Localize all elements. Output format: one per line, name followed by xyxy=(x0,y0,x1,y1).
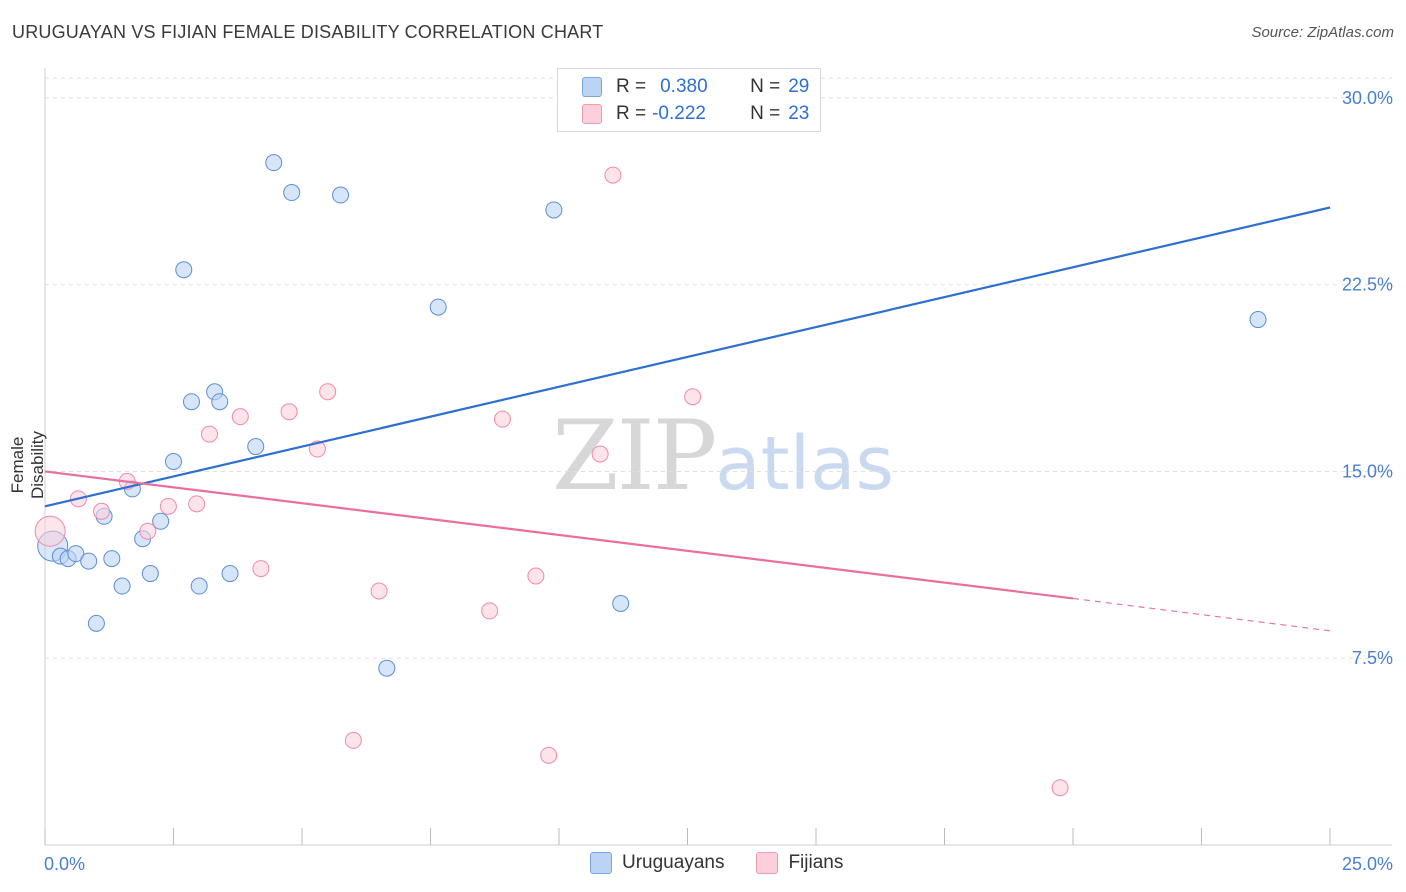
series-legend: Uruguayans Fijians xyxy=(590,852,875,874)
fijian-point xyxy=(527,567,545,585)
fijian-point xyxy=(684,388,702,406)
x-tick-label: 0.0% xyxy=(44,854,85,874)
legend-swatch-blue xyxy=(582,77,602,97)
uruguayan-point xyxy=(378,659,396,677)
legend-r-label: R = xyxy=(616,103,647,124)
legend-row-uruguayans: R = 0.380 N = 29 xyxy=(582,75,809,99)
legend-swatch-pink xyxy=(582,104,602,124)
fijian-point xyxy=(493,410,511,428)
fijian-point xyxy=(159,497,177,515)
legend-n-label: N = xyxy=(750,103,781,124)
legend-label-fijians: Fijians xyxy=(788,852,844,873)
legend-swatch-blue xyxy=(590,852,612,874)
fijian-point xyxy=(252,560,270,578)
source-label: Source: ZipAtlas.com xyxy=(1251,24,1394,41)
legend-n-value: 29 xyxy=(788,76,810,97)
correlation-legend: R = 0.380 N = 29 R = -0.222 N = 23 xyxy=(557,68,821,132)
uruguayan-point xyxy=(283,184,301,202)
uruguayan-point xyxy=(1249,311,1267,329)
uruguayan-trend-line xyxy=(44,206,1331,508)
uruguayan-point xyxy=(103,550,121,568)
uruguayan-point xyxy=(175,261,193,279)
legend-n-value: 23 xyxy=(788,103,810,124)
fijian-point xyxy=(34,515,66,547)
legend-label-uruguayans: Uruguayans xyxy=(622,852,725,873)
uruguayan-point xyxy=(221,565,239,583)
y-tick-label: 30.0% xyxy=(1342,88,1393,108)
fijian-point xyxy=(280,403,298,421)
fijian-point xyxy=(200,425,218,443)
legend-r-value: 0.380 xyxy=(660,76,708,97)
y-axis-label: Female Disability xyxy=(8,430,47,500)
watermark-zip: ZIP xyxy=(552,400,717,512)
legend-r-value: -0.222 xyxy=(652,103,706,124)
fijian-point xyxy=(591,445,609,463)
fijian-point xyxy=(231,408,249,426)
legend-r-label: R = xyxy=(616,76,647,97)
fijian-point xyxy=(308,440,326,458)
x-tick-label: 25.0% xyxy=(1342,854,1393,874)
uruguayan-point xyxy=(152,512,170,530)
uruguayan-point xyxy=(190,577,208,595)
uruguayan-point xyxy=(113,577,131,595)
legend-n-label: N = xyxy=(750,76,781,97)
y-tick-label: 22.5% xyxy=(1342,275,1393,295)
fijian-trend-extension xyxy=(1072,597,1331,632)
fijian-point xyxy=(481,602,499,620)
uruguayan-point xyxy=(141,565,159,583)
legend-swatch-pink xyxy=(756,852,779,874)
chart-title: URUGUAYAN VS FIJIAN FEMALE DISABILITY CO… xyxy=(12,22,604,42)
fijian-point xyxy=(604,166,622,184)
uruguayan-point xyxy=(80,552,98,570)
uruguayan-point xyxy=(67,545,85,563)
fijian-point xyxy=(139,522,157,540)
legend-item-fijians[interactable]: Fijians xyxy=(756,852,843,874)
watermark-atlas: atlas xyxy=(715,421,895,507)
legend-row-fijians: R = -0.222 N = 23 xyxy=(582,102,809,126)
uruguayan-point xyxy=(545,201,563,219)
watermark: ZIPatlas xyxy=(552,400,894,512)
y-tick-label: 15.0% xyxy=(1342,461,1393,481)
fijian-point xyxy=(188,495,206,513)
fijian-point xyxy=(370,582,388,600)
fijian-point xyxy=(344,731,362,749)
uruguayan-point xyxy=(211,393,229,411)
fijian-point xyxy=(540,746,558,764)
fijian-trend-line xyxy=(44,470,1074,600)
uruguayan-point xyxy=(332,186,350,204)
y-tick-label: 7.5% xyxy=(1352,648,1393,668)
uruguayan-point xyxy=(87,614,105,632)
fijian-point xyxy=(93,502,111,520)
uruguayan-point xyxy=(265,154,283,172)
legend-item-uruguayans[interactable]: Uruguayans xyxy=(590,852,724,874)
fijian-point xyxy=(319,383,337,401)
fijian-point xyxy=(1051,779,1069,797)
uruguayan-point xyxy=(612,594,630,612)
uruguayan-point xyxy=(247,438,265,456)
uruguayan-point xyxy=(182,393,200,411)
uruguayan-point xyxy=(165,453,182,470)
uruguayan-point xyxy=(429,298,447,316)
